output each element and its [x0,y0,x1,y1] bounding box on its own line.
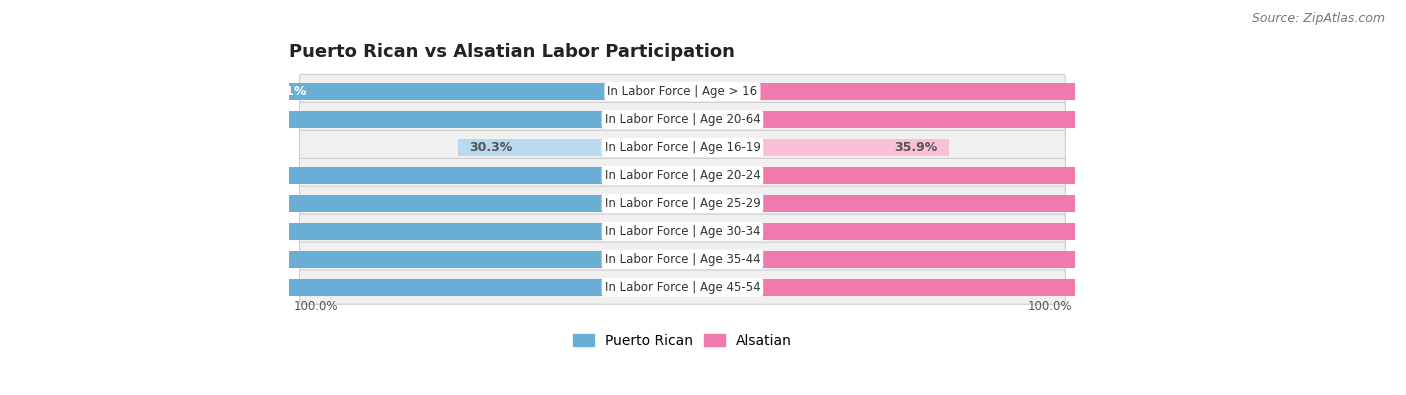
Text: 84.4%: 84.4% [1254,253,1298,266]
Bar [682,139,949,156]
Bar [682,167,1237,184]
Text: 83.9%: 83.9% [1250,197,1294,210]
Text: 75.9%: 75.9% [131,281,174,294]
Text: Puerto Rican vs Alsatian Labor Participation: Puerto Rican vs Alsatian Labor Participa… [290,43,735,61]
Legend: Puerto Rican, Alsatian: Puerto Rican, Alsatian [568,328,797,354]
Text: In Labor Force | Age > 16: In Labor Force | Age > 16 [607,85,758,98]
Text: In Labor Force | Age 35-44: In Labor Force | Age 35-44 [605,253,761,266]
Bar [141,111,682,128]
Text: In Labor Force | Age 45-54: In Labor Force | Age 45-54 [605,281,761,294]
Text: In Labor Force | Age 30-34: In Labor Force | Age 30-34 [605,225,761,238]
Text: 80.4%: 80.4% [97,197,141,210]
Text: 64.7%: 64.7% [1108,85,1152,98]
FancyBboxPatch shape [299,242,1066,276]
FancyBboxPatch shape [299,214,1066,248]
Bar [252,83,682,100]
Text: 100.0%: 100.0% [1028,300,1071,313]
Text: 58.1%: 58.1% [263,85,307,98]
Bar [682,250,1308,268]
Text: Source: ZipAtlas.com: Source: ZipAtlas.com [1251,12,1385,25]
Text: 68.3%: 68.3% [187,169,231,182]
Bar [682,278,1285,296]
Text: 35.9%: 35.9% [894,141,938,154]
Text: In Labor Force | Age 16-19: In Labor Force | Age 16-19 [605,141,761,154]
Bar [80,223,682,240]
Bar [682,223,1315,240]
Text: 73.1%: 73.1% [152,113,195,126]
Text: 81.3%: 81.3% [1230,281,1274,294]
Text: In Labor Force | Age 20-24: In Labor Force | Age 20-24 [605,169,761,182]
FancyBboxPatch shape [299,270,1066,304]
Bar [682,195,1305,212]
FancyBboxPatch shape [299,130,1066,164]
FancyBboxPatch shape [299,74,1066,109]
Bar [682,83,1163,100]
Bar [176,167,682,184]
Bar [120,278,682,296]
Bar [458,139,682,156]
Text: 74.8%: 74.8% [1182,169,1226,182]
Text: 79.1%: 79.1% [1215,113,1258,126]
Text: 80.7%: 80.7% [96,253,139,266]
Text: 85.2%: 85.2% [1260,225,1303,238]
FancyBboxPatch shape [299,158,1066,192]
Text: 100.0%: 100.0% [294,300,337,313]
Text: In Labor Force | Age 20-64: In Labor Force | Age 20-64 [605,113,761,126]
Text: In Labor Force | Age 25-29: In Labor Force | Age 25-29 [605,197,761,210]
Text: 81.2%: 81.2% [91,225,135,238]
Bar [86,195,682,212]
FancyBboxPatch shape [299,102,1066,137]
Text: 30.3%: 30.3% [468,141,512,154]
Bar [84,250,682,268]
Bar [682,111,1270,128]
FancyBboxPatch shape [299,186,1066,220]
